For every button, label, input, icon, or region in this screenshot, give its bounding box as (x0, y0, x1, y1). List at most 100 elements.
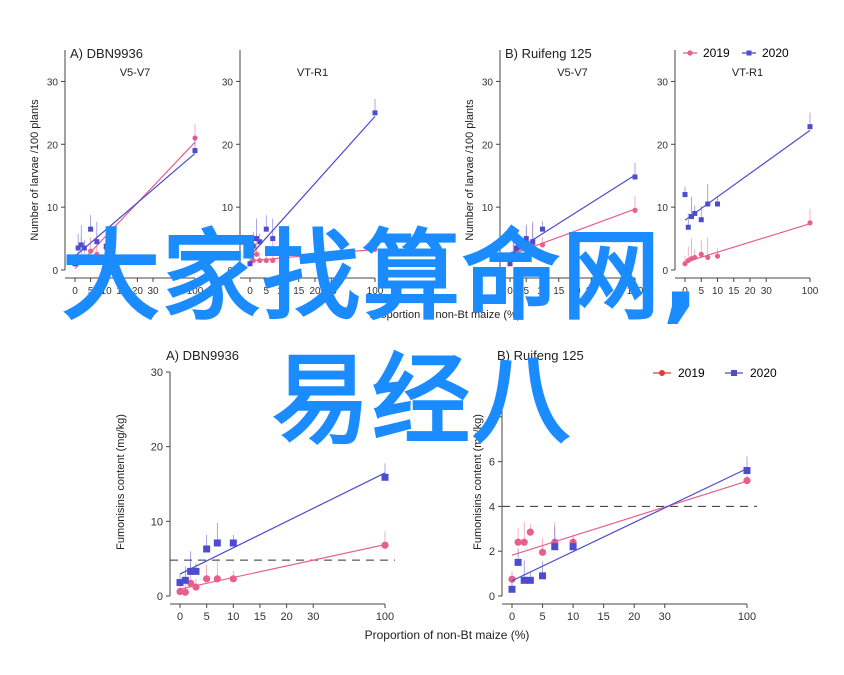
bottom-legend: 2019 2020 (653, 366, 777, 380)
data-point-2020 (514, 245, 519, 251)
data-point-2020 (539, 572, 547, 580)
x-tick-label: 30 (147, 286, 159, 297)
data-point-2020 (181, 576, 189, 584)
data-point-2019 (229, 575, 237, 583)
y-tick-label: 20 (47, 140, 59, 151)
data-point-2019 (192, 583, 200, 591)
data-point-2019 (692, 254, 698, 261)
x-tick-label: 10 (227, 611, 239, 623)
data-point-2020 (526, 576, 534, 584)
data-point-2019 (94, 251, 100, 257)
data-point-2020 (81, 245, 87, 251)
data-point-2020 (78, 242, 84, 248)
y-tick-label: 30 (47, 77, 59, 88)
data-point-2020 (192, 567, 200, 575)
data-point-2019 (520, 538, 528, 546)
panel-subtitle: VT-R1 (297, 67, 328, 79)
data-point-2019 (508, 575, 516, 583)
x-tick-label: 30 (761, 286, 773, 297)
data-point-2019 (81, 254, 87, 261)
data-point-2019 (88, 248, 94, 254)
y-tick-label: 20 (222, 140, 234, 151)
x-tick-label: 100 (187, 286, 204, 297)
data-point-2020 (270, 236, 276, 242)
data-point-2020 (263, 226, 269, 232)
data-point-2019 (705, 254, 711, 261)
x-tick-label: 15 (116, 286, 128, 297)
y-tick-label: 30 (222, 77, 234, 88)
series-trend-line-2020 (509, 174, 636, 255)
data-point-2019 (176, 587, 184, 596)
data-point-2020 (698, 217, 704, 223)
data-point-2019 (187, 579, 195, 587)
x-tick-label: 30 (326, 286, 338, 297)
y-tick-label: 2 (489, 546, 495, 558)
data-point-2019 (682, 261, 688, 267)
data-point-2020 (103, 243, 109, 249)
top-panel-b-title: B) Ruifeng 125 (505, 46, 592, 61)
data-point-2020 (689, 214, 694, 220)
x-tick-label: 100 (367, 286, 384, 297)
x-tick-label: 20 (309, 286, 321, 297)
x-tick-label: 10 (101, 286, 113, 297)
data-point-2020 (569, 543, 577, 551)
legend-2020-label-top: 2020 (762, 46, 789, 60)
x-tick-label: 30 (659, 611, 671, 623)
top-panel-a-title: A) DBN9936 (70, 46, 143, 61)
data-point-2020 (94, 239, 100, 245)
top-right-y-axis-label: Number of larvae /100 plants (464, 99, 476, 241)
series-trend-line-2019 (509, 208, 636, 256)
panel-bottom-B: 0 2 4 6 8 0 5 10 15 20 30 100 (489, 372, 757, 623)
data-point-2020 (540, 226, 545, 232)
x-tick-label: 30 (307, 611, 319, 623)
y-tick-label: 10 (47, 203, 59, 214)
data-point-2019 (181, 588, 189, 596)
series-trend-line-2019 (179, 544, 386, 590)
data-point-2020 (250, 243, 256, 249)
data-point-2019 (714, 253, 721, 259)
data-point-2020 (280, 232, 285, 238)
x-tick-label: 5 (263, 286, 269, 297)
y-tick-label: 20 (482, 140, 494, 151)
data-point-2019 (263, 257, 269, 264)
legend-2020-label-bottom: 2020 (750, 366, 777, 380)
data-point-2020 (530, 239, 536, 245)
x-tick-label: 100 (627, 286, 644, 297)
panel-subtitle: V5-V7 (557, 67, 588, 79)
y-tick-label: 0 (157, 591, 163, 603)
data-point-2020 (507, 261, 513, 267)
x-tick-label: 0 (507, 286, 513, 297)
top-x-axis-label: Proportion of non-Bt maize (%) (369, 309, 520, 321)
bottom-a-y-axis-label: Fumonisins content (mg/kg) (115, 414, 127, 550)
x-tick-label: 20 (280, 611, 292, 623)
series-trend-line-2020 (249, 115, 376, 257)
data-point-2020 (192, 148, 198, 154)
data-point-2020 (523, 236, 529, 242)
data-point-2020 (551, 543, 559, 551)
series-trend-line-2019 (511, 480, 748, 556)
data-point-2020 (685, 224, 691, 230)
y-tick-label: 10 (657, 203, 669, 214)
x-tick-label: 0 (72, 286, 78, 297)
data-point-2020 (514, 558, 522, 566)
y-tick-label: 10 (151, 516, 163, 528)
panel-subtitle: VT-R1 (732, 67, 763, 79)
series-trend-line-2020 (684, 129, 811, 221)
y-tick-label: 6 (489, 457, 495, 469)
y-tick-label: 20 (151, 442, 163, 454)
data-point-2020 (257, 239, 263, 245)
x-tick-label: 5 (698, 286, 704, 297)
data-point-2020 (88, 226, 94, 232)
y-tick-label: 8 (489, 412, 495, 424)
y-tick-label: 20 (657, 140, 669, 151)
data-point-2019 (526, 528, 534, 536)
data-point-2020 (715, 201, 720, 207)
legend-2020-marker-top (746, 50, 752, 56)
legend-2019-label-top: 2019 (703, 46, 730, 60)
y-tick-label: 0 (489, 591, 495, 603)
x-tick-label: 5 (204, 611, 210, 623)
x-tick-label: 10 (712, 286, 724, 297)
